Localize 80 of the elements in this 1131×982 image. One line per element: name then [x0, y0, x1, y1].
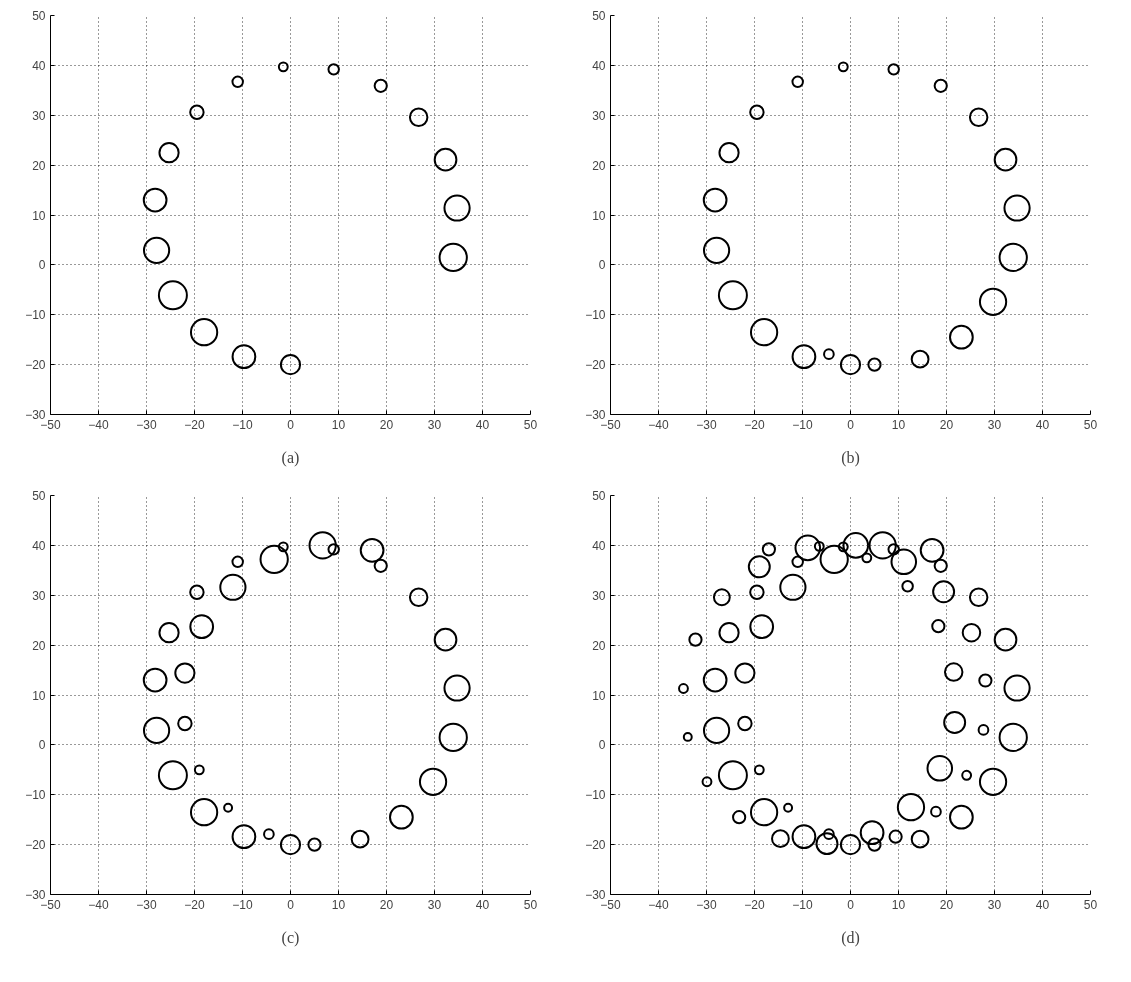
y-tick-label: 40	[32, 538, 46, 553]
y-tick-label: −20	[585, 358, 606, 373]
y-tick-label: 20	[592, 158, 606, 173]
x-tick-label: 40	[1035, 417, 1050, 432]
y-tick-label: 10	[32, 688, 46, 703]
y-tick-label: −20	[25, 838, 46, 853]
x-tick-label: 50	[523, 897, 538, 912]
x-tick-label: −20	[744, 417, 765, 432]
y-tick-label: 20	[32, 158, 46, 173]
y-tick-label: 0	[38, 258, 46, 273]
x-tick-label: 10	[891, 417, 906, 432]
y-tick-label: −30	[25, 408, 46, 422]
x-tick-label: −20	[184, 417, 205, 432]
x-tick-label: −10	[792, 417, 813, 432]
y-tick-label: 50	[32, 489, 46, 503]
x-tick-label: 10	[891, 897, 906, 912]
x-tick-label: 10	[331, 897, 346, 912]
y-tick-label: 50	[32, 9, 46, 23]
x-tick-label: 20	[379, 897, 394, 912]
y-tick-label: 30	[592, 108, 606, 123]
text: (a)	[281, 448, 300, 467]
text: (c)	[281, 928, 300, 947]
y-tick-label: 10	[32, 208, 46, 223]
x-tick-label: 0	[287, 897, 295, 912]
x-tick-label: −30	[136, 417, 157, 432]
x-tick-label: 30	[987, 417, 1002, 432]
x-tick-label: −30	[136, 897, 157, 912]
x-tick-label: −40	[648, 417, 669, 432]
x-tick-label: 40	[1035, 897, 1050, 912]
y-tick-label: −20	[25, 358, 46, 373]
y-tick-label: 0	[598, 738, 606, 753]
y-tick-label: −10	[25, 308, 46, 323]
y-tick-label: 50	[592, 9, 606, 23]
y-tick-label: 40	[32, 58, 46, 73]
x-tick-label: −20	[744, 897, 765, 912]
y-tick-label: 0	[598, 258, 606, 273]
y-tick-label: −30	[25, 888, 46, 902]
x-tick-label: 40	[475, 897, 490, 912]
x-tick-label: 20	[939, 897, 954, 912]
y-tick-label: 10	[592, 208, 606, 223]
y-tick-label: 30	[32, 108, 46, 123]
x-tick-label: 10	[331, 417, 346, 432]
x-tick-label: 20	[939, 417, 954, 432]
y-tick-label: 20	[592, 638, 606, 653]
x-tick-label: −40	[88, 897, 109, 912]
x-tick-label: −20	[184, 897, 205, 912]
x-tick-label: 20	[379, 417, 394, 432]
y-tick-label: −30	[585, 888, 606, 902]
x-tick-label: −10	[792, 897, 813, 912]
y-tick-label: −10	[25, 788, 46, 803]
text: (d)	[841, 928, 860, 947]
x-tick-label: 0	[847, 417, 855, 432]
x-tick-label: −40	[648, 897, 669, 912]
x-tick-label: 0	[287, 417, 295, 432]
y-tick-label: 30	[592, 588, 606, 603]
x-tick-label: −10	[232, 897, 253, 912]
text: (b)	[841, 448, 860, 467]
x-tick-label: 40	[475, 417, 490, 432]
x-tick-label: −30	[696, 417, 717, 432]
x-tick-label: 30	[427, 897, 442, 912]
y-tick-label: 10	[592, 688, 606, 703]
y-tick-label: −20	[585, 838, 606, 853]
y-tick-label: 0	[38, 738, 46, 753]
x-tick-label: 50	[1083, 897, 1098, 912]
x-tick-label: 0	[847, 897, 855, 912]
y-tick-label: 50	[592, 489, 606, 503]
y-tick-label: 40	[592, 538, 606, 553]
y-tick-label: −10	[585, 308, 606, 323]
y-tick-label: 20	[32, 638, 46, 653]
x-tick-label: −30	[696, 897, 717, 912]
x-tick-label: 50	[1083, 417, 1098, 432]
x-tick-label: 30	[987, 897, 1002, 912]
x-tick-label: −10	[232, 417, 253, 432]
y-tick-label: −10	[585, 788, 606, 803]
y-tick-label: 40	[592, 58, 606, 73]
x-tick-label: 50	[523, 417, 538, 432]
x-tick-label: 30	[427, 417, 442, 432]
y-tick-label: −30	[585, 408, 606, 422]
x-tick-label: −40	[88, 417, 109, 432]
y-tick-label: 30	[32, 588, 46, 603]
